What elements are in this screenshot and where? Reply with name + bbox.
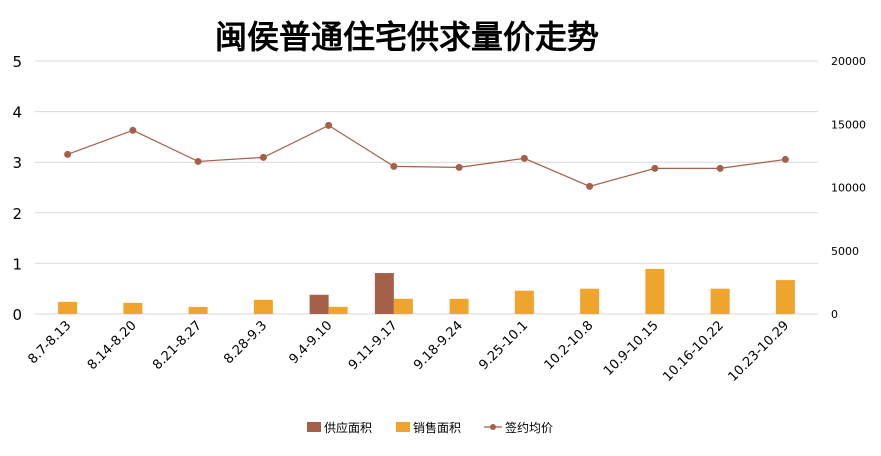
legend-marker-price [490,424,496,430]
y2-tick-label: 5000 [831,245,859,258]
bar-sales [328,306,348,314]
y-tick-label: 0 [12,306,22,324]
bar-sales [449,298,469,314]
price-point [129,126,137,134]
y-tick-label: 5 [12,53,22,71]
bar-sales [514,290,534,314]
x-tick-label: 8.7-8.13 [25,318,74,367]
legend-swatch-sales [396,422,410,432]
price-point [259,153,267,161]
legend-label-sales: 销售面积 [413,420,461,435]
price-point [455,163,463,171]
chart-title: 闽侯普通住宅供求量价走势 [215,18,599,56]
bar-sales [580,288,600,314]
price-point [781,155,789,163]
bar-sales [188,306,208,314]
legend-swatch-supply [307,422,321,432]
y-tick-label: 4 [12,104,22,122]
bar-sales [58,301,78,314]
price-line [67,124,786,187]
legend-label-price: 签约均价 [505,420,553,435]
legend-label-supply: 供应面积 [324,420,372,435]
y-tick-label: 1 [12,255,22,273]
price-point [520,154,528,162]
bar-sales [645,268,665,314]
price-point [64,150,72,158]
bar-sales [253,299,273,314]
y2-tick-label: 20000 [831,55,866,68]
x-tick-label: 8.21-8.27 [150,318,205,373]
x-tick-label: 10.2-10.8 [542,318,597,373]
bar-supply [374,273,394,314]
price-point [194,157,202,165]
bar-supply [309,294,329,314]
price-point [390,162,398,170]
y-tick-label: 3 [12,154,22,172]
x-tick-label: 9.18-9.24 [411,318,466,373]
bar-sales [775,280,795,314]
bar-sales [123,302,143,314]
price-point [325,121,333,129]
y2-tick-label: 15000 [831,118,866,131]
x-tick-label: 10.9-10.15 [601,318,662,379]
x-tick-label: 8.28-9.3 [221,318,270,367]
bar-sales [393,298,413,314]
x-tick-label: 9.11-9.17 [346,318,401,373]
y2-tick-label: 0 [831,308,838,321]
x-tick-label: 9.4-9.10 [286,318,335,367]
x-tick-label: 9.25-10.1 [476,318,531,373]
price-point [586,182,594,190]
y-tick-label: 2 [12,205,22,223]
bar-sales [710,288,730,314]
x-tick-label: 10.16-10.22 [660,318,727,385]
x-tick-label: 8.14-8.20 [85,318,140,373]
x-tick-label: 10.23-10.29 [726,318,793,385]
price-point [651,164,659,172]
y2-tick-label: 10000 [831,182,866,195]
price-point [716,164,724,172]
